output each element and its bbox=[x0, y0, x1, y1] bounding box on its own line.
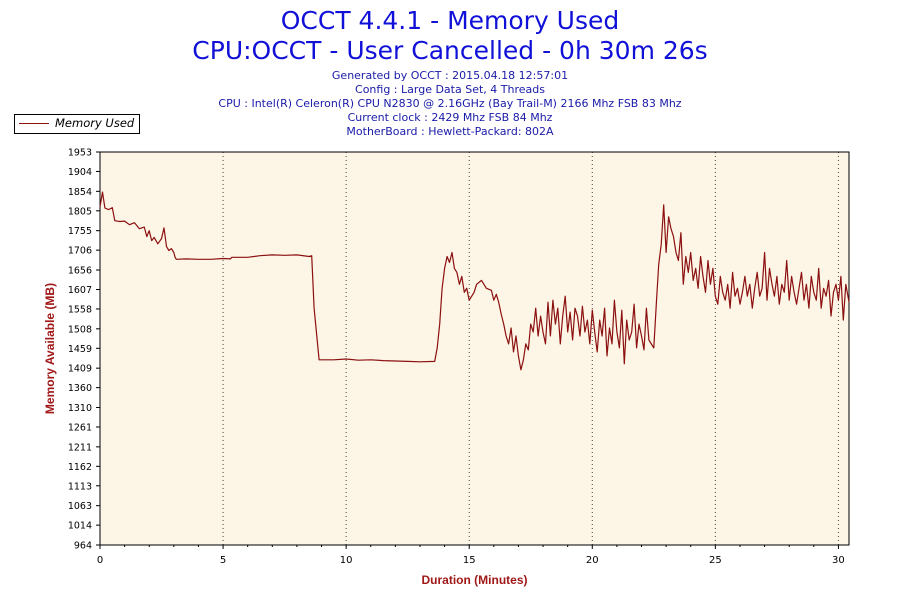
legend-swatch bbox=[19, 123, 49, 124]
x-tick-label: 15 bbox=[463, 555, 476, 566]
y-tick-label: 1805 bbox=[68, 206, 92, 217]
x-tick-label: 20 bbox=[586, 555, 599, 566]
y-tick-label: 1854 bbox=[68, 187, 92, 198]
y-tick-label: 1508 bbox=[68, 324, 92, 335]
y-tick-label: 1211 bbox=[68, 442, 92, 453]
series-line-memory-used bbox=[99, 191, 850, 371]
y-tick-label: 1459 bbox=[68, 344, 92, 355]
y-tick-label: 1558 bbox=[68, 304, 92, 315]
y-axis-label: Memory Available (MB) bbox=[43, 283, 57, 414]
y-tick-label: 1953 bbox=[68, 148, 92, 159]
y-tick-label: 964 bbox=[74, 541, 92, 552]
chart-title: OCCT 4.4.1 - Memory Used bbox=[280, 6, 620, 35]
y-tick-label: 1409 bbox=[68, 364, 92, 375]
plot-area bbox=[100, 152, 849, 545]
y-tick-label: 1063 bbox=[68, 501, 92, 512]
y-tick-label: 1310 bbox=[68, 403, 92, 414]
x-tick-label: 10 bbox=[340, 555, 353, 566]
y-tick-label: 1261 bbox=[68, 422, 92, 433]
info-cpu: CPU : Intel(R) Celeron(R) CPU N2830 @ 2.… bbox=[218, 97, 682, 110]
x-tick-label: 5 bbox=[220, 555, 226, 566]
y-tick-label: 1113 bbox=[68, 481, 92, 492]
info-generated: Generated by OCCT : 2015.04.18 12:57:01 bbox=[331, 69, 569, 82]
y-tick-label: 1904 bbox=[68, 167, 92, 178]
chart-subtitle: CPU:OCCT - User Cancelled - 0h 30m 26s bbox=[192, 36, 708, 65]
info-current-clock: Current clock : 2429 Mhz FSB 84 Mhz bbox=[347, 111, 553, 124]
y-tick-label: 1162 bbox=[68, 462, 92, 473]
y-tick-label: 1360 bbox=[68, 383, 92, 394]
y-tick-label: 1014 bbox=[68, 521, 92, 532]
info-config: Config : Large Data Set, 4 Threads bbox=[355, 83, 545, 96]
y-tick-label: 1706 bbox=[68, 246, 92, 257]
y-tick-label: 1755 bbox=[68, 226, 92, 237]
y-tick-label: 1607 bbox=[68, 285, 92, 296]
y-tick-label: 1656 bbox=[68, 266, 92, 277]
chart-legend: Memory Used bbox=[14, 114, 140, 134]
legend-label: Memory Used bbox=[55, 116, 135, 130]
info-motherboard: MotherBoard : Hewlett-Packard: 802A bbox=[346, 125, 554, 138]
x-tick-label: 0 bbox=[97, 555, 103, 566]
x-tick-label: 30 bbox=[832, 555, 845, 566]
x-tick-label: 25 bbox=[709, 555, 722, 566]
x-axis-label: Duration (Minutes) bbox=[422, 573, 528, 587]
